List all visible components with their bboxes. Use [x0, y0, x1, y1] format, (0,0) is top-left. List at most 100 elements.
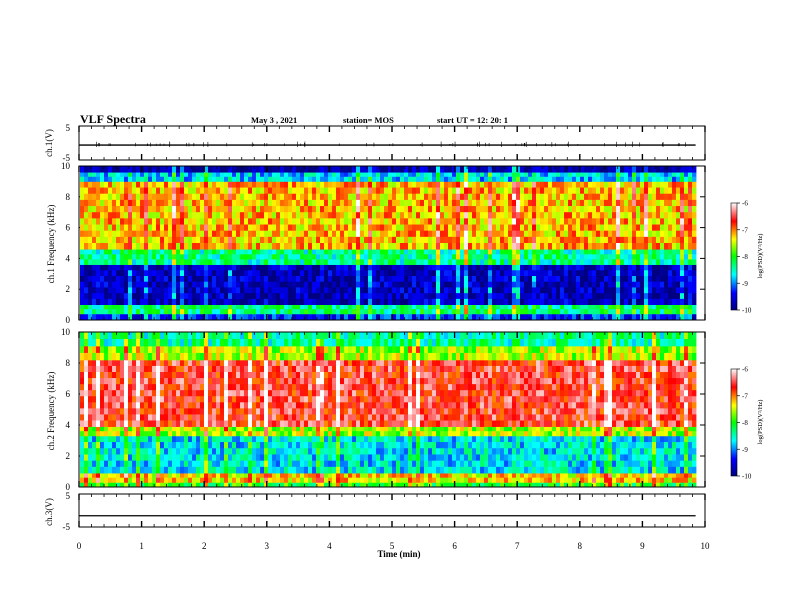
ch1-spectrogram-cell — [292, 193, 297, 201]
ch1-spectrogram-cell — [116, 166, 121, 173]
ch1-spectrogram-cell — [524, 298, 529, 305]
ch1-spectrogram-cell — [540, 281, 545, 288]
ch1-spectrogram-cell — [620, 276, 625, 283]
ch1-spectrogram-cell — [284, 199, 289, 207]
ch1-spectrogram-cell — [544, 199, 549, 207]
ch1-spectrogram-cell — [176, 264, 181, 271]
ch1-spectrogram-cell — [388, 298, 393, 305]
ch1-spectrogram-cell — [156, 224, 161, 232]
ch1-spectrogram-cell — [440, 304, 445, 310]
ch1-spectrogram-cell — [184, 236, 189, 244]
ch1-spectrogram-cell — [348, 249, 353, 255]
ch1-spectrogram-cell — [424, 259, 429, 265]
ch1-spectrogram-cell — [288, 236, 293, 244]
ch1-spectrogram-cell — [368, 259, 373, 265]
ch1-spectrogram-cell — [404, 264, 409, 271]
ch1-spectrogram-cell — [160, 304, 165, 310]
ch1-spectrogram-cell — [364, 249, 369, 255]
ch1-spectrogram-cell — [680, 230, 685, 238]
ch1-spectrogram-cell — [104, 193, 109, 201]
ch1-spectrogram-cell — [304, 287, 309, 294]
ch2-spectrogram-cell — [100, 426, 105, 432]
ch1-spectrogram-cell — [428, 293, 433, 300]
ch1-spectrogram-cell — [612, 172, 617, 178]
ch2-spectrogram-cell — [124, 402, 129, 409]
ch1-spectrogram-cell — [396, 187, 401, 195]
ch1-spectrogram-cell — [264, 172, 269, 178]
ch1-spectrogram-cell — [204, 212, 209, 219]
ch1-spectrogram-cell — [592, 236, 597, 244]
ch1-spectrogram-cell — [228, 281, 233, 288]
ch2-spectrogram-cell — [120, 431, 125, 437]
ch1-spectrogram-cell — [656, 166, 661, 173]
ch1-spectrogram-cell — [128, 212, 133, 219]
ch1-spectrogram-cell — [152, 224, 157, 232]
ch1-spectrogram-cell — [188, 293, 193, 300]
ch2-spectrogram-cell — [108, 435, 113, 443]
ch1-spectrogram-cell — [404, 254, 409, 260]
ch2-spectrogram-cell — [108, 365, 113, 373]
ch1-spectrogram-cell — [148, 276, 153, 283]
ch1-spectrogram-cell — [304, 166, 309, 173]
ch1-spectrogram-cell — [268, 249, 273, 255]
ch1-spectrogram-cell — [464, 187, 469, 195]
ch1-spectrogram-cell — [608, 287, 613, 294]
ch1-spectrogram-cell — [648, 181, 653, 188]
ch1-spectrogram-cell — [120, 230, 125, 238]
ch1-spectrogram-cell — [184, 187, 189, 195]
ch1-spectrogram-cell — [256, 276, 261, 283]
ch1-spectrogram-cell — [408, 264, 413, 271]
ch1-spectrogram-cell — [352, 249, 357, 255]
ch2-spectrogram-cell — [132, 402, 137, 409]
ch1-spectrogram-cell — [224, 243, 229, 250]
ch1-spectrogram-cell — [192, 176, 197, 182]
ch1-spectrogram-cell — [452, 287, 457, 294]
ch1-spectrogram-cell — [424, 281, 429, 288]
ch1-spectrogram-cell — [352, 172, 357, 178]
ch1-spectrogram-cell — [572, 176, 577, 182]
ch1-spectrogram-cell — [456, 309, 461, 315]
ch1-spectrogram-cell — [456, 287, 461, 294]
ch1-spectrogram-cell — [572, 187, 577, 195]
ch1-spectrogram-cell — [320, 230, 325, 238]
ch1-spectrogram-cell — [368, 181, 373, 188]
ch2-spectrogram-cell — [140, 408, 145, 415]
ch1-spectrogram-cell — [464, 281, 469, 288]
ch1-spectrogram-cell — [124, 166, 129, 173]
ch1-spectrogram-cell — [580, 236, 585, 244]
ch1-spectrogram-cell — [656, 224, 661, 232]
ch1-spectrogram-cell — [268, 166, 273, 173]
ch1-spectrogram-cell — [648, 193, 653, 201]
ch1-spectrogram-cell — [496, 206, 501, 213]
ch1-spectrogram-cell — [684, 298, 689, 305]
ch2-spectrogram-ytick-label: 6 — [66, 389, 71, 399]
ch1-spectrogram-cell — [628, 181, 633, 188]
ch1-spectrogram-cell — [452, 218, 457, 225]
ch1-spectrogram-cell — [172, 212, 177, 219]
ch1-spectrogram-cell — [668, 270, 673, 277]
ch1-spectrogram-cell — [276, 193, 281, 201]
ch1-spectrogram-cell — [592, 276, 597, 283]
ch1-spectrogram-cell — [664, 230, 669, 238]
ch1-spectrogram-cell — [492, 313, 497, 321]
ch1-spectrogram-cell — [228, 187, 233, 195]
ch1-spectrogram-cell — [544, 172, 549, 178]
ch1-spectrogram-cell — [636, 309, 641, 315]
ch1-spectrogram-cell — [328, 187, 333, 195]
ch1-spectrogram-cell — [464, 309, 469, 315]
ch1-spectrogram-cell — [660, 270, 665, 277]
ch1-spectrogram-cell — [120, 309, 125, 315]
ch2-spectrogram-cell — [116, 414, 121, 421]
ch1-spectrogram-cell — [596, 264, 601, 271]
ch1-spectrogram-cell — [308, 309, 313, 315]
ch2-spectrogram-cell — [108, 390, 113, 397]
ch1-spectrogram-cell — [576, 264, 581, 271]
ch1-spectrogram-cell — [360, 243, 365, 250]
ch1-spectrogram-cell — [504, 276, 509, 283]
ch1-spectrogram-cell — [404, 259, 409, 265]
ch1-spectrogram-cell — [400, 230, 405, 238]
ch1-spectrogram-cell — [508, 187, 513, 195]
ch1-spectrogram-cell — [112, 276, 117, 283]
ch1-spectrogram-cell — [280, 206, 285, 213]
ch1-spectrogram-cell — [664, 293, 669, 300]
